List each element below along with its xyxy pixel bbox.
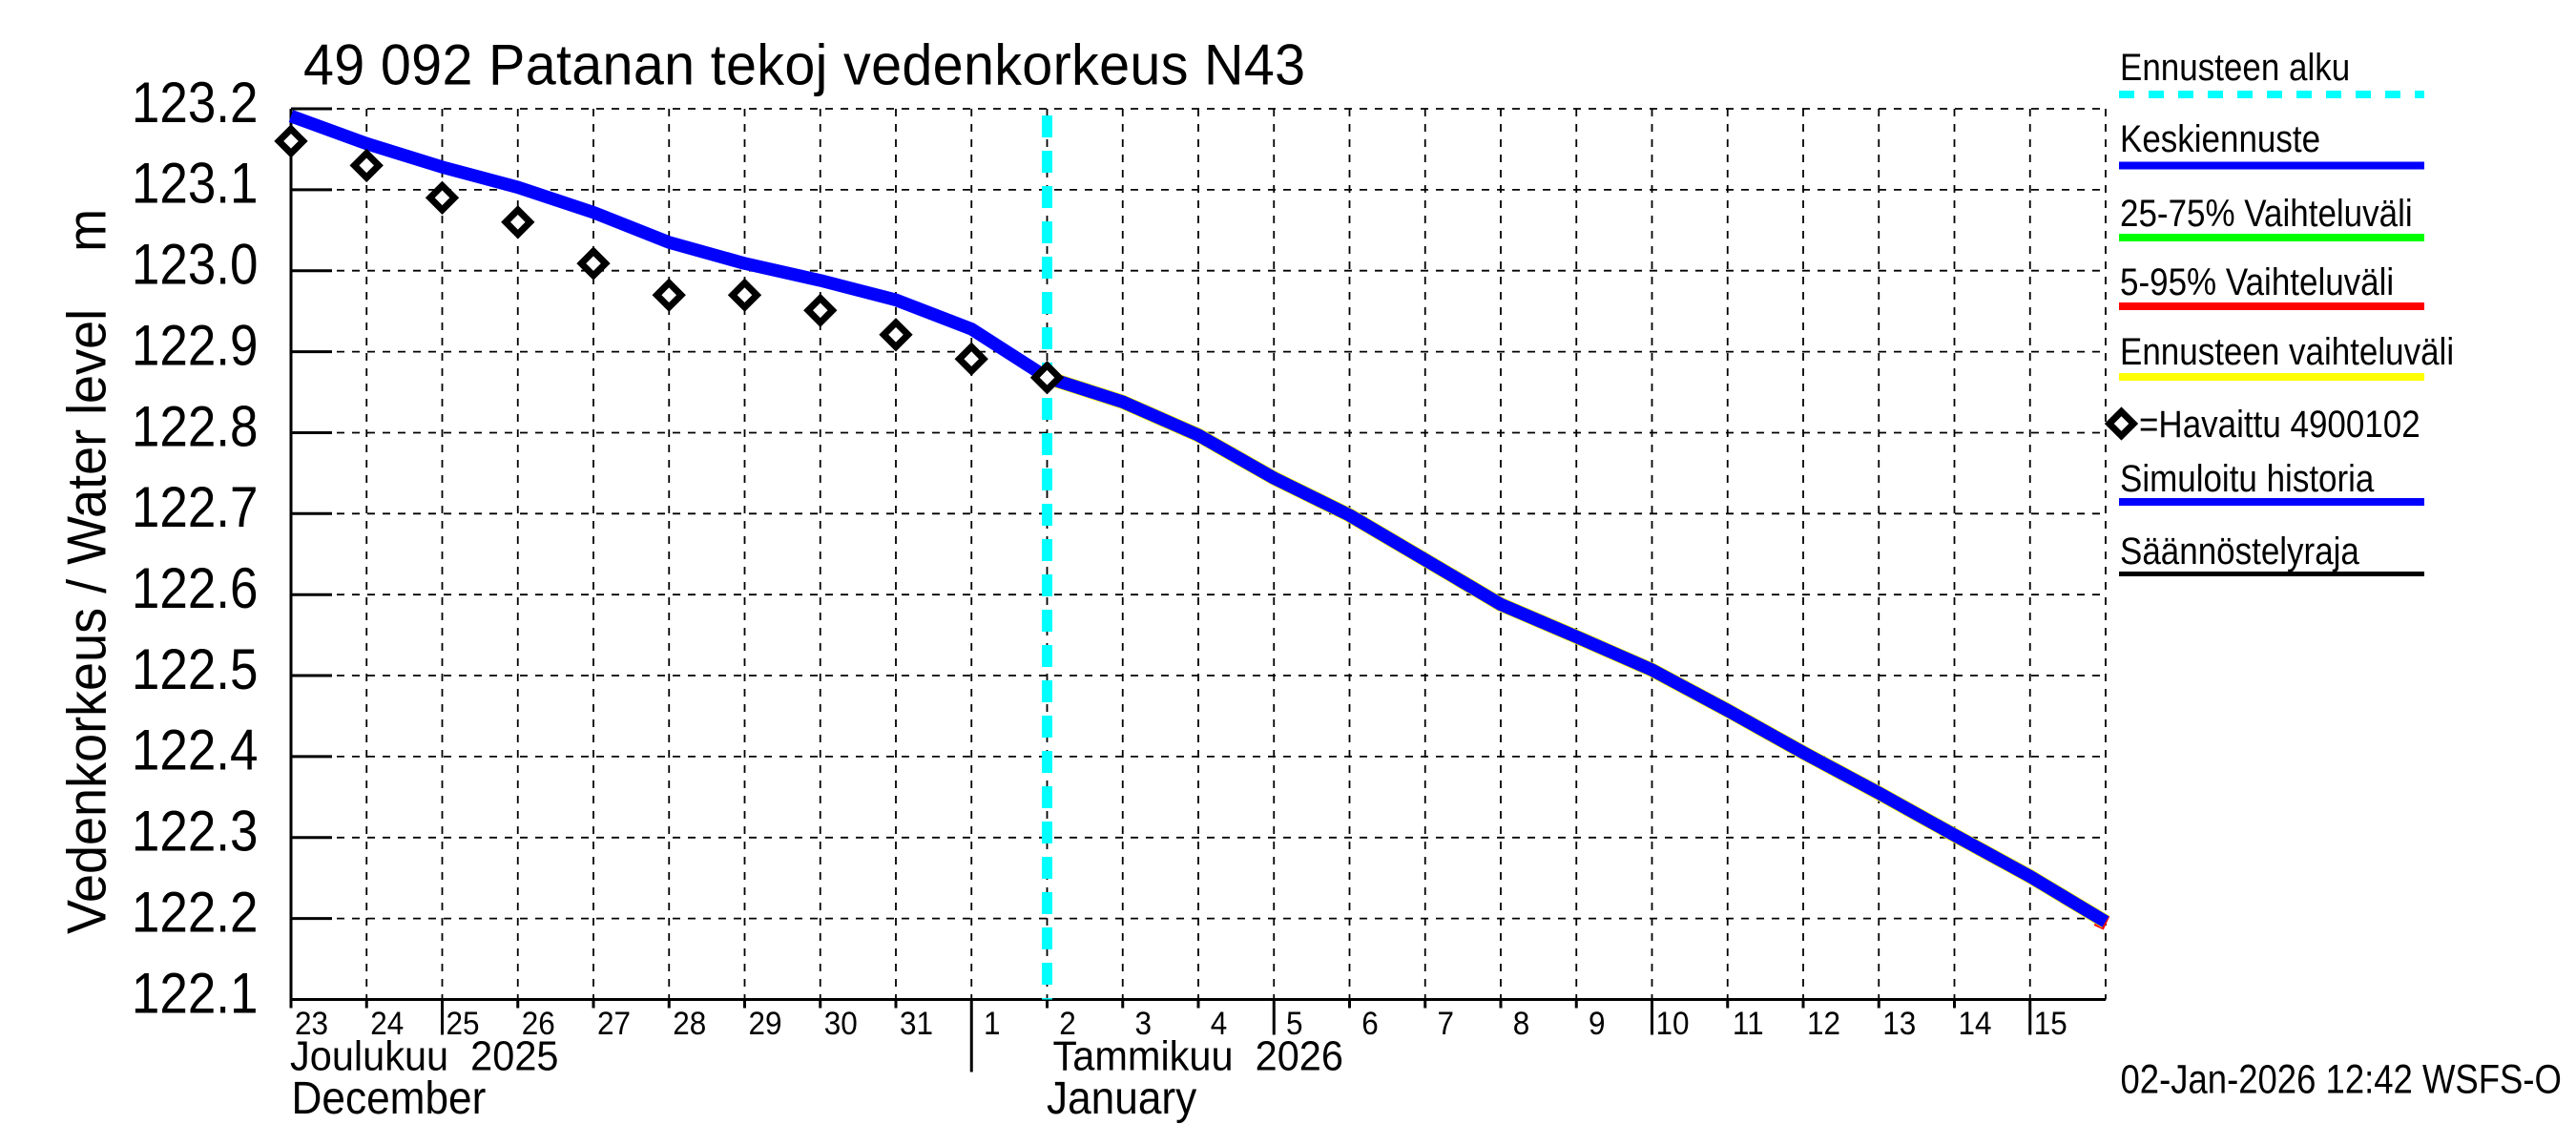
svg-text:3: 3 bbox=[1134, 1005, 1152, 1042]
svg-text:123.0: 123.0 bbox=[132, 233, 259, 297]
svg-text:122.1: 122.1 bbox=[132, 962, 259, 1026]
svg-text:5-95% Vaihteluväli: 5-95% Vaihteluväli bbox=[2120, 260, 2394, 302]
svg-text:28: 28 bbox=[673, 1005, 706, 1042]
svg-text:Säännöstelyraja: Säännöstelyraja bbox=[2120, 530, 2359, 572]
svg-text:December: December bbox=[292, 1072, 487, 1123]
svg-text:9: 9 bbox=[1589, 1005, 1606, 1042]
svg-text:7: 7 bbox=[1437, 1005, 1454, 1042]
svg-text:123.2: 123.2 bbox=[132, 72, 259, 135]
svg-text:Simuloitu historia: Simuloitu historia bbox=[2120, 457, 2375, 499]
svg-text:6: 6 bbox=[1361, 1005, 1379, 1042]
svg-text:23: 23 bbox=[295, 1005, 328, 1042]
svg-text:26: 26 bbox=[522, 1005, 555, 1042]
svg-text:Vedenkorkeus / Water level: Vedenkorkeus / Water level m bbox=[55, 209, 117, 934]
svg-text:122.6: 122.6 bbox=[132, 557, 259, 621]
svg-text:Joulukuu 2025: Joulukuu 2025 bbox=[290, 1033, 558, 1080]
svg-text:122.3: 122.3 bbox=[132, 800, 259, 864]
svg-text:29: 29 bbox=[748, 1005, 781, 1042]
svg-text:122.5: 122.5 bbox=[132, 638, 259, 702]
svg-text:123.1: 123.1 bbox=[132, 153, 259, 217]
svg-text:14: 14 bbox=[1958, 1005, 1991, 1042]
svg-text:02-Jan-2026 12:42 WSFS-O: 02-Jan-2026 12:42 WSFS-O bbox=[2121, 1057, 2562, 1102]
svg-text:Keskiennuste: Keskiennuste bbox=[2120, 117, 2320, 159]
svg-text:8: 8 bbox=[1513, 1005, 1530, 1042]
svg-text:49 092 Patanan tekoj vedenkork: 49 092 Patanan tekoj vedenkorkeus N43 bbox=[303, 33, 1305, 97]
svg-text:31: 31 bbox=[900, 1005, 933, 1042]
svg-text:122.4: 122.4 bbox=[132, 719, 259, 783]
svg-text:4: 4 bbox=[1211, 1005, 1228, 1042]
svg-text:122.8: 122.8 bbox=[132, 395, 259, 459]
svg-text:122.7: 122.7 bbox=[132, 476, 259, 540]
svg-text:30: 30 bbox=[824, 1005, 858, 1042]
svg-text:5: 5 bbox=[1286, 1005, 1303, 1042]
svg-text:2: 2 bbox=[1059, 1005, 1076, 1042]
svg-text:25: 25 bbox=[446, 1005, 479, 1042]
svg-text:=Havaittu 4900102: =Havaittu 4900102 bbox=[2139, 403, 2420, 445]
svg-text:27: 27 bbox=[597, 1005, 631, 1042]
svg-text:11: 11 bbox=[1733, 1005, 1764, 1042]
svg-text:12: 12 bbox=[1807, 1005, 1840, 1042]
svg-text:1: 1 bbox=[984, 1005, 1001, 1042]
svg-text:January: January bbox=[1047, 1072, 1197, 1123]
svg-text:15: 15 bbox=[2034, 1005, 2067, 1042]
svg-text:Ennusteen alku: Ennusteen alku bbox=[2120, 46, 2350, 88]
svg-text:10: 10 bbox=[1655, 1005, 1689, 1042]
svg-text:Ennusteen vaihteluväli: Ennusteen vaihteluväli bbox=[2120, 330, 2454, 372]
svg-text:24: 24 bbox=[370, 1005, 404, 1042]
svg-text:25-75% Vaihteluväli: 25-75% Vaihteluväli bbox=[2120, 192, 2413, 234]
svg-text:122.9: 122.9 bbox=[132, 314, 259, 378]
svg-text:13: 13 bbox=[1882, 1005, 1916, 1042]
svg-text:122.2: 122.2 bbox=[132, 881, 259, 945]
svg-text:Tammikuu 2026: Tammikuu 2026 bbox=[1053, 1033, 1343, 1080]
